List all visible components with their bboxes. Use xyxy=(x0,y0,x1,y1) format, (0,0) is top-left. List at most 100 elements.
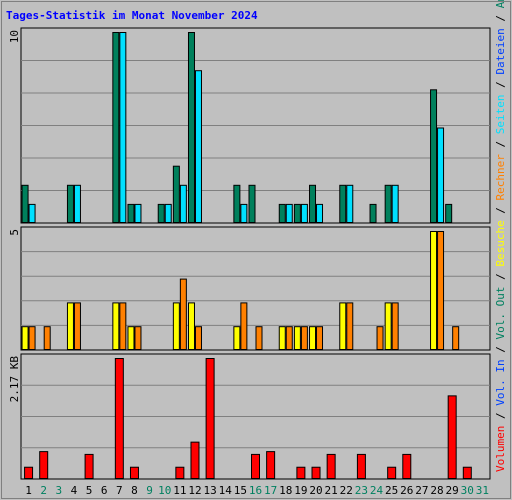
x-tick-label-day-20: 20 xyxy=(309,484,322,497)
x-tick-label-day-11: 11 xyxy=(173,484,186,497)
legend-separator: / xyxy=(494,134,507,154)
x-tick-label-day-10: 10 xyxy=(158,484,171,497)
x-tick-label-day-14: 14 xyxy=(219,484,233,497)
bar-volumen-day-29 xyxy=(447,395,457,479)
bar-dateien-day-1 xyxy=(28,203,36,223)
bar-volumen-day-30 xyxy=(462,466,472,480)
x-tick-label-day-27: 27 xyxy=(415,484,428,497)
x-tick-label-day-19: 19 xyxy=(294,484,307,497)
x-tick-label-day-15: 15 xyxy=(234,484,247,497)
bar-anfragen-day-25 xyxy=(384,184,392,224)
bar-rechner-day-4 xyxy=(73,302,81,350)
bar-anfragen-day-16 xyxy=(248,184,256,224)
bar-anfragen-day-12 xyxy=(187,32,195,223)
bar-dateien-day-28 xyxy=(437,127,445,223)
bar-dateien-day-10 xyxy=(164,203,172,223)
bar-rechner-day-1 xyxy=(28,326,36,351)
bar-volumen-day-12 xyxy=(190,441,200,480)
y-max-label-0: 10 xyxy=(8,30,21,43)
bar-dateien-day-25 xyxy=(391,184,399,224)
legend-separator: / xyxy=(494,75,507,95)
bar-volumen-day-13 xyxy=(205,358,215,479)
bar-besuche-day-25 xyxy=(384,302,392,350)
x-tick-label-day-1: 1 xyxy=(25,484,32,497)
legend-separator: / xyxy=(494,8,507,28)
bar-besuche-day-15 xyxy=(233,326,241,351)
bar-anfragen-day-24 xyxy=(369,203,377,223)
chart-title: Tages-Statistik im Monat November 2024 xyxy=(6,9,258,22)
x-tick-label-day-31: 31 xyxy=(476,484,489,497)
bar-rechner-day-28 xyxy=(437,231,445,350)
bar-dateien-day-4 xyxy=(73,184,81,224)
x-tick-label-day-13: 13 xyxy=(203,484,216,497)
bar-anfragen-day-7 xyxy=(112,32,120,223)
legend-item-vol-out: Vol. Out xyxy=(494,287,507,340)
bar-anfragen-day-19 xyxy=(293,203,301,223)
y-max-label-2: 2.17 KB xyxy=(8,356,21,403)
legend-item-seiten: Seiten xyxy=(494,94,507,134)
x-tick-label-day-4: 4 xyxy=(71,484,78,497)
bar-dateien-day-22 xyxy=(346,184,354,224)
bar-rechner-day-8 xyxy=(134,326,142,351)
bar-rechner-day-18 xyxy=(285,326,293,351)
bar-dateien-day-19 xyxy=(300,203,308,223)
x-tick-label-day-8: 8 xyxy=(131,484,138,497)
bar-besuche-day-11 xyxy=(172,302,180,350)
bar-volumen-day-20 xyxy=(311,466,321,480)
bar-volumen-day-19 xyxy=(296,466,306,480)
bar-dateien-day-7 xyxy=(119,32,127,223)
bar-dateien-day-8 xyxy=(134,203,142,223)
x-tick-label-day-21: 21 xyxy=(325,484,338,497)
legend-item-anfragen: Anfragen xyxy=(494,0,507,8)
legend-separator: / xyxy=(494,406,507,426)
bar-volumen-day-25 xyxy=(387,466,397,480)
bar-volumen-day-23 xyxy=(356,453,366,480)
x-tick-label-day-23: 23 xyxy=(355,484,368,497)
bar-dateien-day-15 xyxy=(240,203,248,223)
bar-rechner-day-12 xyxy=(194,326,202,351)
legend-separator: / xyxy=(494,267,507,287)
bar-rechner-day-25 xyxy=(391,302,399,350)
x-tick-label-day-29: 29 xyxy=(446,484,459,497)
legend-separator: / xyxy=(494,200,507,220)
bar-anfragen-day-15 xyxy=(233,184,241,224)
bar-anfragen-day-28 xyxy=(430,89,438,223)
bar-besuche-day-28 xyxy=(430,231,438,350)
bar-volumen-day-8 xyxy=(129,466,139,480)
bar-rechner-day-19 xyxy=(300,326,308,351)
bar-volumen-day-21 xyxy=(326,453,336,480)
bar-besuche-day-19 xyxy=(293,326,301,351)
bar-volumen-day-7 xyxy=(114,358,124,479)
bar-volumen-day-5 xyxy=(84,453,94,480)
bar-dateien-day-12 xyxy=(194,70,202,223)
bar-volumen-day-17 xyxy=(266,451,276,479)
bar-anfragen-day-11 xyxy=(172,165,180,223)
bar-rechner-day-24 xyxy=(376,326,384,351)
x-tick-label-day-7: 7 xyxy=(116,484,123,497)
bar-volumen-day-26 xyxy=(402,453,412,480)
x-tick-label-day-26: 26 xyxy=(400,484,413,497)
bar-anfragen-day-10 xyxy=(157,203,165,223)
bar-besuche-day-4 xyxy=(66,302,74,350)
legend-item-besuche: Besuche xyxy=(494,220,507,266)
bar-volumen-day-16 xyxy=(251,453,260,480)
bar-volumen-day-11 xyxy=(175,466,185,480)
bar-rechner-day-11 xyxy=(179,278,187,351)
bar-dateien-day-18 xyxy=(285,203,293,223)
legend-item-vol-in: Vol. In xyxy=(494,359,507,405)
bar-besuche-day-22 xyxy=(339,302,347,350)
bar-besuche-day-1 xyxy=(21,326,29,351)
bar-anfragen-day-8 xyxy=(127,203,135,223)
bar-rechner-day-15 xyxy=(240,302,248,350)
x-tick-label-day-16: 16 xyxy=(249,484,262,497)
bar-besuche-day-18 xyxy=(278,326,286,351)
bar-dateien-day-11 xyxy=(179,184,187,224)
bar-rechner-day-29 xyxy=(452,326,460,351)
bar-rechner-day-7 xyxy=(119,302,127,350)
x-tick-label-day-24: 24 xyxy=(370,484,384,497)
bar-besuche-day-8 xyxy=(127,326,135,351)
x-tick-label-day-18: 18 xyxy=(279,484,292,497)
x-tick-label-day-22: 22 xyxy=(340,484,353,497)
